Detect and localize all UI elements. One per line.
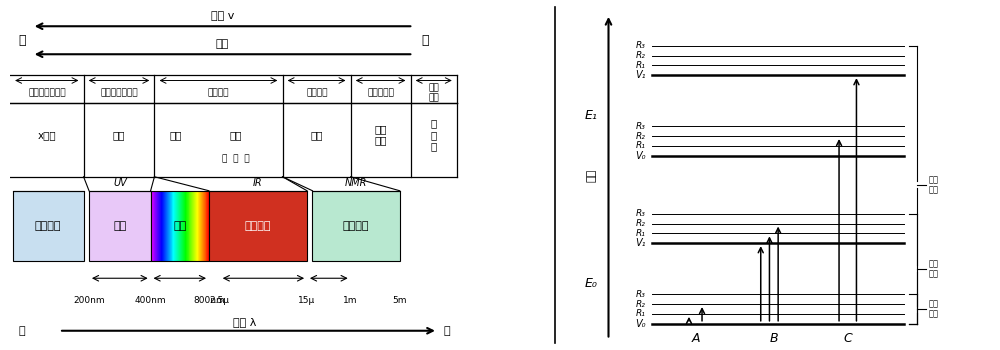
Bar: [13, 191, 84, 261]
Text: 微波: 微波: [311, 130, 323, 140]
Text: R₁: R₁: [636, 141, 645, 150]
Text: C: C: [843, 332, 852, 345]
Text: R₃: R₃: [636, 41, 645, 50]
Text: 15μ: 15μ: [298, 296, 316, 305]
Text: IR: IR: [253, 178, 263, 188]
Text: 1m: 1m: [343, 296, 358, 305]
Text: 近  中  远: 近 中 远: [222, 155, 250, 164]
Text: 2.5μ: 2.5μ: [210, 296, 230, 305]
Text: B: B: [769, 332, 778, 345]
Bar: [312, 191, 400, 261]
Text: 频率 v: 频率 v: [211, 11, 234, 21]
Text: 电子
跃迁: 电子 跃迁: [928, 175, 938, 195]
Text: 分子内电子跃迁: 分子内电子跃迁: [100, 88, 138, 97]
Text: E₀: E₀: [585, 277, 598, 290]
Text: R₁: R₁: [636, 309, 645, 318]
Text: 800nm: 800nm: [193, 296, 225, 305]
Bar: [89, 191, 151, 261]
Text: 原子核自转: 原子核自转: [367, 88, 394, 97]
Text: 射
频
区: 射 频 区: [431, 118, 437, 151]
Text: A: A: [691, 332, 700, 345]
Text: 原子内电子跃迁: 原子内电子跃迁: [28, 88, 66, 97]
Text: 电子
自转: 电子 自转: [429, 83, 439, 103]
Text: 能量: 能量: [586, 168, 596, 182]
Text: 长: 长: [443, 326, 450, 336]
Text: V₁: V₁: [635, 70, 645, 80]
Text: 可见: 可见: [173, 221, 186, 231]
Text: 能量: 能量: [216, 39, 229, 49]
Text: 振动
跃迁: 振动 跃迁: [928, 259, 938, 279]
Text: R₂: R₂: [636, 132, 645, 141]
Text: 核磁共振: 核磁共振: [343, 221, 369, 231]
Text: 红外: 红外: [230, 130, 242, 140]
Text: NMR: NMR: [345, 178, 367, 188]
Text: 波长 λ: 波长 λ: [233, 316, 256, 327]
Text: 紫外: 紫外: [113, 130, 125, 140]
Text: 400nm: 400nm: [135, 296, 166, 305]
Text: 电子能谱: 电子能谱: [35, 221, 61, 231]
Text: V₀: V₀: [635, 319, 645, 329]
Text: R₁: R₁: [636, 229, 645, 238]
Text: 低: 低: [421, 34, 429, 47]
Bar: [209, 191, 307, 261]
Text: R₂: R₂: [636, 219, 645, 228]
Text: 振动红外: 振动红外: [245, 221, 271, 231]
Text: 紫外: 紫外: [113, 221, 126, 231]
Text: 转动跃迁: 转动跃迁: [306, 88, 328, 97]
Text: R₃: R₃: [636, 290, 645, 299]
Text: V₁: V₁: [635, 238, 645, 248]
Text: 无线
电波: 无线 电波: [374, 124, 387, 146]
Text: V₀: V₀: [635, 151, 645, 161]
Text: 200nm: 200nm: [73, 296, 105, 305]
Text: 振动跃迁: 振动跃迁: [208, 88, 229, 97]
Text: R₃: R₃: [636, 209, 645, 218]
Text: 转动
跃迁: 转动 跃迁: [928, 299, 938, 319]
Text: 5m: 5m: [392, 296, 407, 305]
Bar: [151, 191, 209, 261]
Text: R₂: R₂: [636, 51, 645, 60]
Text: 高: 高: [18, 34, 26, 47]
Text: R₂: R₂: [636, 300, 645, 309]
Text: R₃: R₃: [636, 122, 645, 131]
Text: 可见: 可见: [170, 130, 182, 140]
Text: UV: UV: [113, 178, 127, 188]
Text: E₁: E₁: [585, 109, 598, 122]
Text: 短: 短: [18, 326, 25, 336]
Text: R₁: R₁: [636, 61, 645, 70]
Text: x射线: x射线: [38, 130, 56, 140]
